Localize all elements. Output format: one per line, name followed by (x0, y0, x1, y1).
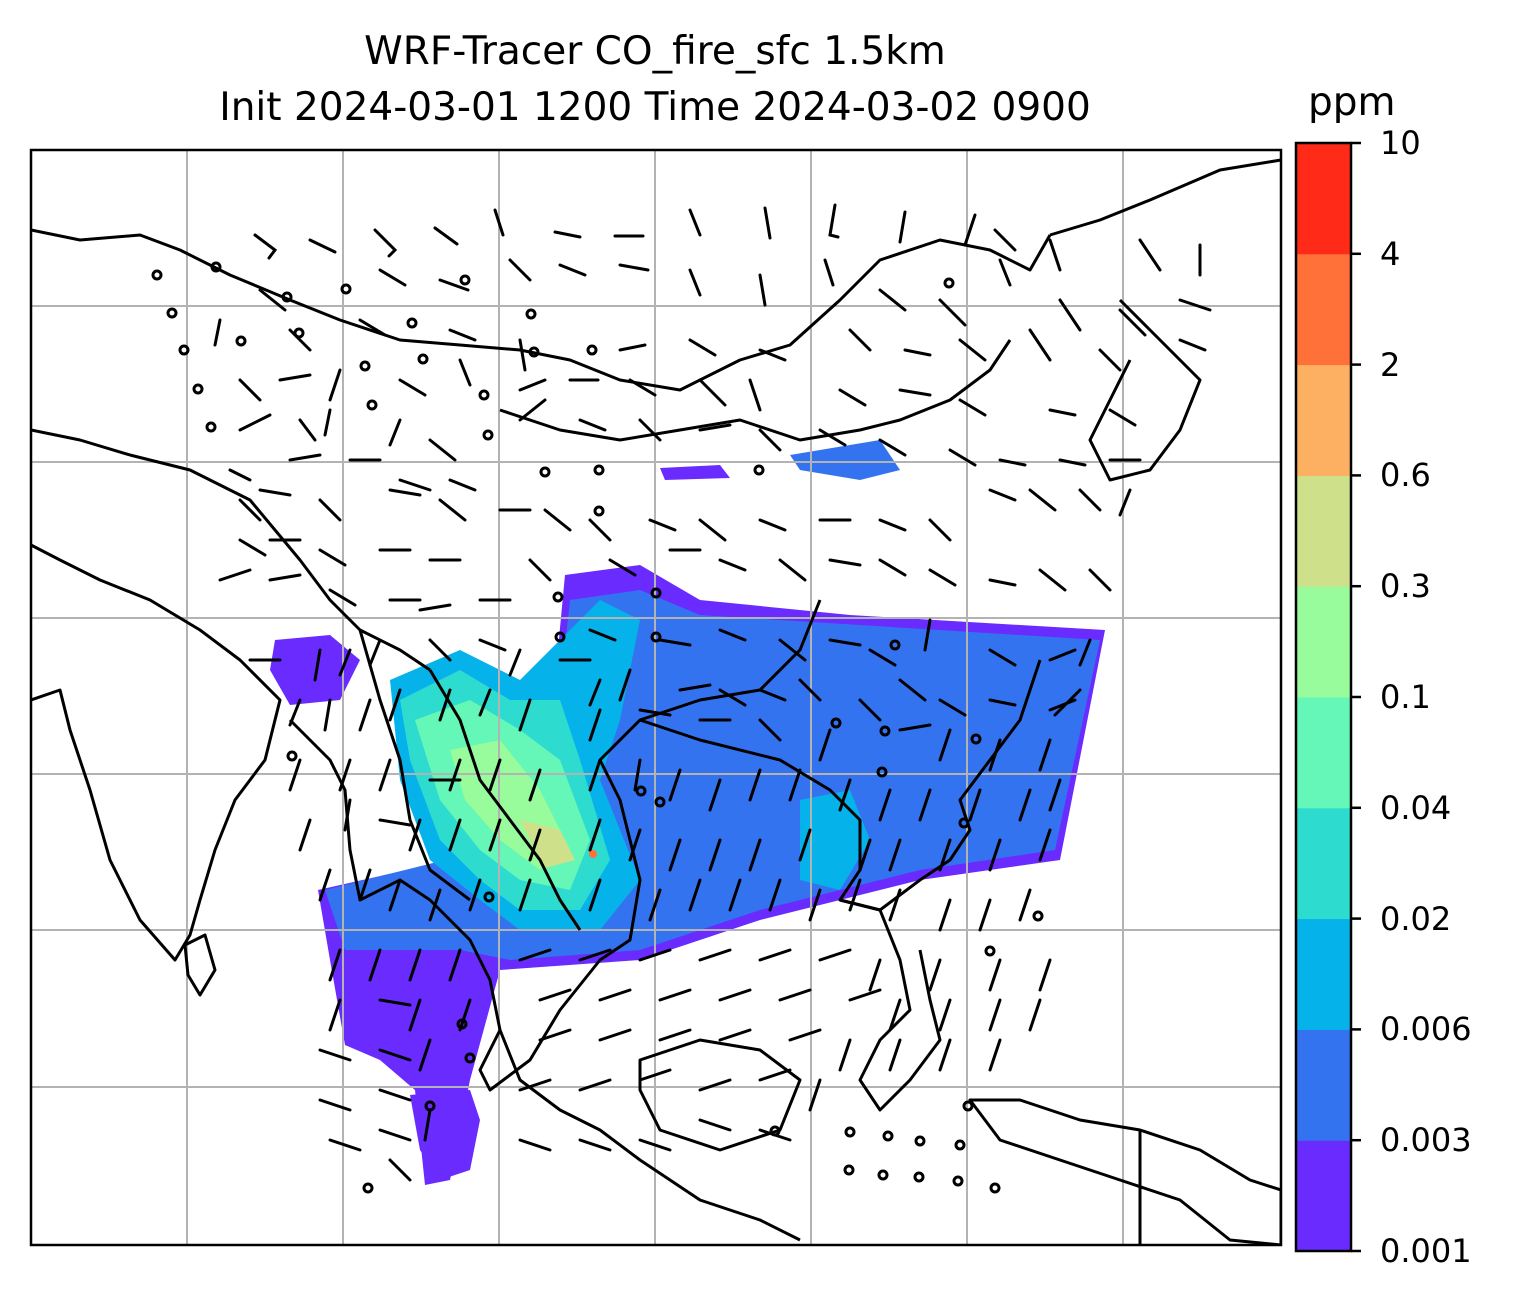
colorbar-tick-label: 0.3 (1380, 567, 1431, 606)
plot-area (31, 150, 1281, 1245)
colorbar-tick-label: 0.1 (1380, 678, 1431, 716)
coast-india (31, 543, 282, 962)
plume-peak2 (520, 820, 575, 868)
colorbar-tick-label: 0.6 (1380, 456, 1431, 495)
plume-hotspot (589, 850, 597, 858)
colorbar-segment (1296, 1029, 1351, 1141)
border-indochina (428, 669, 582, 931)
plume-north-patch2 (660, 465, 730, 480)
colorbar-tick-label: 0.001 (1380, 1232, 1472, 1270)
plume-outer-north (270, 635, 360, 705)
plume-sea-south (410, 1090, 480, 1180)
colorbar-unit-label: ppm (1308, 80, 1396, 125)
colorbar-segment (1296, 1140, 1351, 1252)
colorbar-segment (1296, 143, 1351, 255)
border-tibet (31, 428, 431, 672)
coast-malay (498, 1029, 801, 1242)
coast-bay-east (288, 599, 822, 1092)
coast-japan-korea (1049, 158, 1281, 482)
plume-north-patch (790, 440, 900, 480)
colorbar-segment (1296, 697, 1351, 809)
plot-frame (29, 148, 1283, 1247)
plume-east-cyan (800, 790, 870, 890)
colorbar-segment (1296, 918, 1351, 1030)
colorbar-segment (1296, 253, 1351, 366)
wind-barbs (213, 203, 1212, 1182)
colorbar-tick-label: 0.006 (1380, 1010, 1472, 1049)
colorbar-tick-label: 0.02 (1380, 899, 1452, 938)
colorbar-tick-label: 0.003 (1380, 1121, 1472, 1160)
border-myanmar (358, 629, 471, 902)
colorbar-segment (1296, 364, 1351, 476)
colorbar (1294, 141, 1361, 1253)
colorbar-tick-label: 10 (1380, 124, 1421, 162)
border-china-north (31, 228, 1052, 392)
colorbar-segment (1296, 475, 1351, 587)
colorbar-segment (1296, 807, 1351, 920)
coast-srilanka (183, 933, 217, 997)
gridlines (31, 150, 1281, 1245)
coast-newguinea (968, 1098, 1281, 1245)
colorbar-segment (1296, 586, 1351, 698)
colorbar-tick-label: 0.04 (1380, 788, 1452, 827)
border-mongolia (499, 339, 1012, 442)
coast-philippines (839, 898, 942, 1112)
map-title-line1: WRF-Tracer CO_fire_sfc 1.5km (364, 29, 946, 74)
colorbar-tick-label: 2 (1380, 345, 1401, 384)
calm-wind-markers (151, 261, 1044, 1194)
colorbar-tick-label: 4 (1380, 234, 1401, 273)
co-plume-layer (270, 440, 1105, 1185)
map-title-line2: Init 2024-03-01 1200 Time 2024-03-02 090… (219, 85, 1091, 130)
